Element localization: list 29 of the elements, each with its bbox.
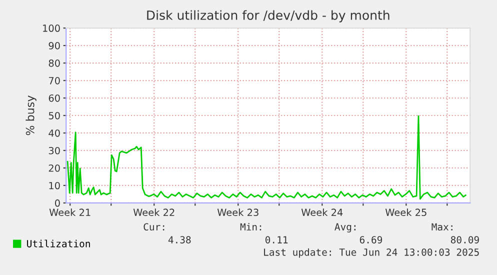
y-tick-label: 80 — [48, 60, 60, 67]
x-tick-label: Week 21 — [49, 208, 90, 216]
text: Min: — [240, 223, 262, 230]
y-tick-label: 50 — [48, 112, 60, 120]
text: Max: — [432, 223, 452, 231]
y-axis-title: % busy — [26, 96, 36, 136]
text: 80.09 — [450, 236, 479, 244]
text: 0.11 — [265, 236, 288, 244]
y-tick-label: 70 — [48, 77, 60, 84]
legend-label: Utilization — [27, 240, 90, 248]
x-tick-label: Week 25 — [385, 208, 426, 216]
line-series — [66, 115, 466, 200]
text: 4.38 — [168, 236, 191, 244]
y-tick-label: 10 — [49, 182, 60, 190]
y-tick-label: 20 — [48, 164, 60, 172]
x-tick-label: Week 23 — [217, 208, 258, 216]
chart-title: Disk utilization for /dev/vdb - by month — [147, 10, 390, 22]
text: Last update: Tue Jun 24 13:00:03 2025 — [264, 248, 479, 258]
text: Cur: — [144, 223, 164, 231]
x-tick-label: Week 22 — [133, 208, 174, 216]
y-tick-label: 60 — [48, 94, 60, 102]
x-tick-label: Week 24 — [301, 208, 343, 216]
text: Avg: — [334, 223, 356, 232]
y-tick-label: 30 — [48, 146, 60, 154]
y-tick-label: 90 — [48, 42, 60, 50]
y-tick-label: 0 — [55, 199, 60, 207]
y-tick-label: 100 — [43, 24, 60, 32]
text: 6.69 — [360, 236, 382, 244]
y-tick-label: 40 — [48, 129, 60, 137]
